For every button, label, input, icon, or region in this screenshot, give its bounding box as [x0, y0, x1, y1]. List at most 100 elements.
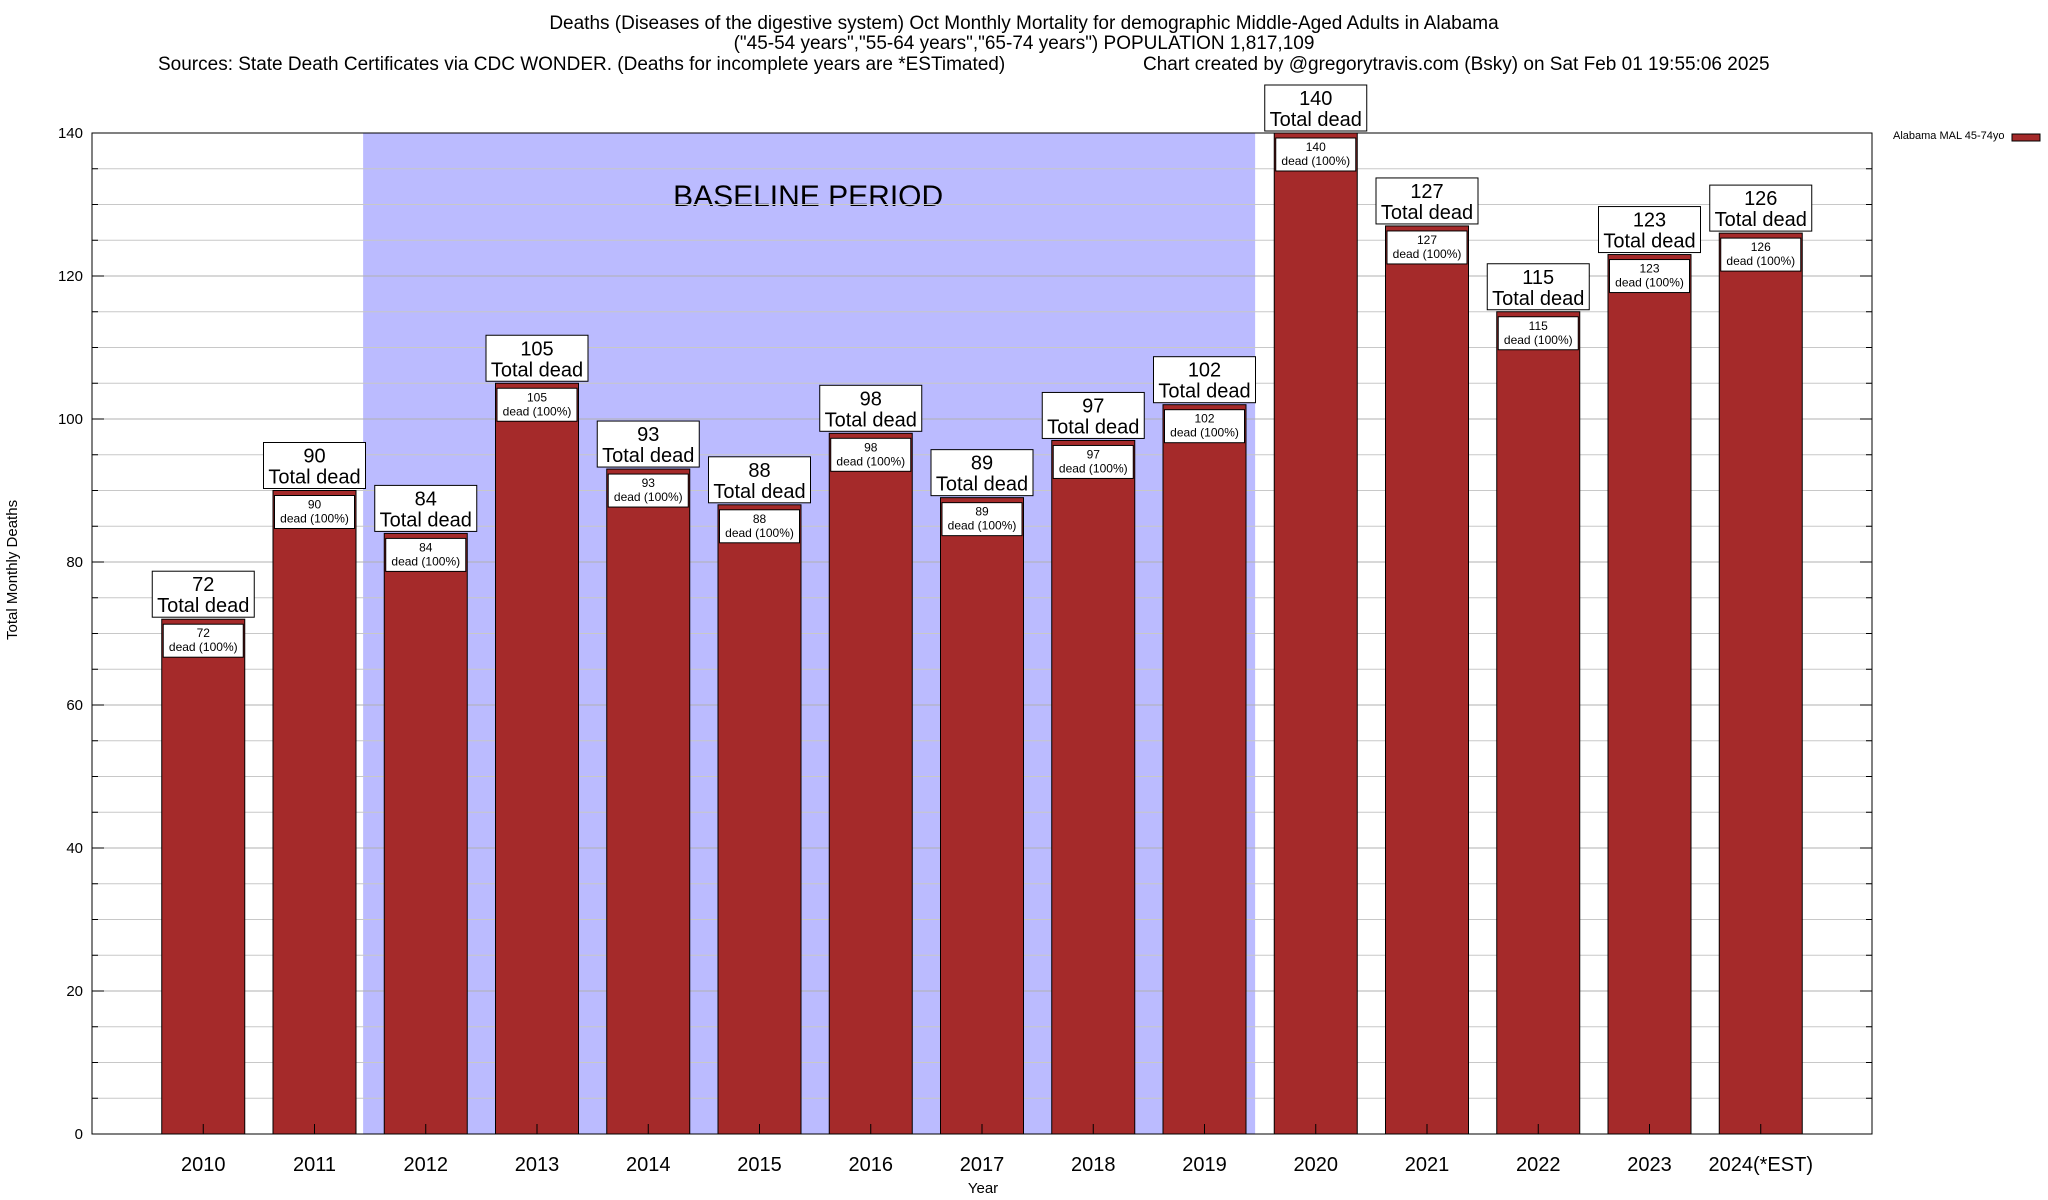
plot-frame: [91, 132, 1873, 1135]
y-tick-label: 140: [58, 125, 83, 142]
bar-inner-percent: dead (100%): [391, 554, 460, 568]
bar-inner-label-box: [607, 473, 689, 508]
bar-top-label-box: [1709, 184, 1813, 232]
bar-inner-label-box: [1275, 137, 1357, 172]
bar-inner-percent: dead (100%): [1059, 461, 1128, 475]
bar-inner-value: 105: [527, 390, 547, 404]
bar-inner-value: 126: [1751, 240, 1771, 254]
y-tick-label: 80: [66, 554, 83, 571]
bar-inner-value: 123: [1639, 262, 1659, 276]
bar-top-value: 105: [520, 338, 553, 360]
bar-inner-value: 97: [1087, 447, 1101, 461]
bar-top-caption: Total dead: [380, 509, 472, 531]
bar: [1162, 404, 1247, 1135]
bar: [828, 432, 913, 1135]
bar-inner-percent: dead (100%): [836, 454, 905, 468]
bar-inner-percent: dead (100%): [1170, 426, 1239, 440]
bar-inner-percent: dead (100%): [725, 526, 794, 540]
bar-top-caption: Total dead: [268, 467, 360, 489]
bar-top-caption: Total dead: [1715, 209, 1807, 231]
chart-sources: Sources: State Death Certificates via CD…: [158, 54, 1006, 75]
x-tick-label: 2021: [1405, 1154, 1450, 1176]
bar-top-caption: Total dead: [491, 359, 583, 381]
bar-inner-percent: dead (100%): [1726, 254, 1795, 268]
bar-inner-percent: dead (100%): [503, 404, 572, 418]
x-tick-label: 2019: [1182, 1154, 1227, 1176]
bar-top-caption: Total dead: [936, 474, 1028, 496]
bar-top-label-box: [708, 456, 811, 504]
bar-top-caption: Total dead: [713, 481, 805, 503]
bar-top-caption: Total dead: [602, 445, 694, 467]
bar: [1273, 132, 1358, 1135]
chart-subtitle: ("45-54 years","55-64 years","65-74 year…: [733, 33, 1315, 54]
x-tick-label: 2014: [626, 1154, 671, 1176]
baseline-label: BASELINE PERIOD: [673, 180, 943, 213]
bar-inner-label-box: [385, 537, 467, 572]
bar-top-label-box: [1486, 263, 1590, 311]
bar-top-value: 123: [1633, 210, 1666, 232]
y-axis-title: Total Monthly Deaths: [4, 499, 21, 640]
bar: [1607, 254, 1692, 1135]
x-tick-label: 2013: [515, 1154, 560, 1176]
bar-inner-value: 72: [197, 626, 211, 640]
bar-top-caption: Total dead: [1381, 202, 1473, 224]
bar-inner-percent: dead (100%): [948, 519, 1017, 533]
bar-top-label-box: [485, 334, 589, 382]
bar-top-value: 90: [303, 446, 325, 468]
bar-top-value: 89: [971, 453, 993, 475]
bar-top-label-box: [930, 449, 1034, 497]
bar-top-value: 127: [1410, 181, 1443, 203]
bar-inner-label-box: [941, 502, 1023, 537]
bar-inner-value: 102: [1194, 412, 1214, 426]
bar-inner-label-box: [1052, 444, 1134, 479]
bar-top-value: 72: [192, 574, 214, 596]
bar-inner-value: 88: [753, 512, 767, 526]
bar: [495, 382, 579, 1135]
chart-credit: Chart created by @gregorytravis.com (Bsk…: [1143, 54, 1770, 75]
bar: [1051, 439, 1136, 1135]
bar-inner-percent: dead (100%): [1615, 276, 1684, 290]
bar: [1496, 311, 1581, 1135]
bar-top-value: 102: [1188, 360, 1221, 382]
bar-inner-value: 90: [308, 498, 322, 512]
bar-top-value: 97: [1082, 395, 1104, 417]
bar: [272, 490, 357, 1135]
x-tick-label: 2012: [404, 1154, 449, 1176]
bar-top-caption: Total dead: [1603, 231, 1695, 253]
bar-top-label-box: [819, 384, 923, 432]
x-tick-label: 2020: [1294, 1154, 1339, 1176]
bar-inner-label-box: [1497, 316, 1579, 351]
y-tick-label: 100: [58, 411, 83, 428]
bar-inner-label-box: [496, 387, 578, 422]
bar-inner-value: 93: [642, 476, 656, 490]
y-tick-label: 0: [75, 1126, 83, 1143]
x-tick-label: 2016: [849, 1154, 894, 1176]
bar-top-label-box: [374, 484, 478, 532]
bar-inner-value: 84: [419, 540, 433, 554]
bar-inner-percent: dead (100%): [1281, 154, 1350, 168]
bar-top-value: 98: [860, 388, 882, 410]
bar-top-label-box: [1264, 84, 1368, 132]
y-tick-label: 40: [66, 840, 83, 857]
y-tick-label: 60: [66, 697, 83, 714]
bar-top-caption: Total dead: [1158, 381, 1250, 403]
bar-inner-label-box: [1386, 230, 1468, 265]
bar-inner-value: 140: [1306, 140, 1326, 154]
bar: [940, 497, 1024, 1135]
bar-inner-percent: dead (100%): [1504, 333, 1573, 347]
bar-top-label-box: [1041, 391, 1145, 439]
x-tick-label: 2015: [737, 1154, 782, 1176]
bar-top-label-box: [596, 420, 700, 468]
x-tick-label: 2017: [960, 1154, 1005, 1176]
y-tick-label: 120: [58, 268, 83, 285]
legend-label: Alabama MAL 45-74yo: [1893, 130, 2005, 142]
bar-top-value: 126: [1744, 188, 1777, 210]
x-tick-label: 2010: [181, 1154, 226, 1176]
bar-inner-label-box: [719, 509, 800, 544]
bar-top-value: 93: [637, 424, 659, 446]
bar: [606, 468, 691, 1135]
bar-top-value: 140: [1299, 88, 1332, 110]
x-tick-label: 2024(*EST): [1709, 1154, 1814, 1176]
bar-inner-label-box: [1609, 259, 1690, 294]
